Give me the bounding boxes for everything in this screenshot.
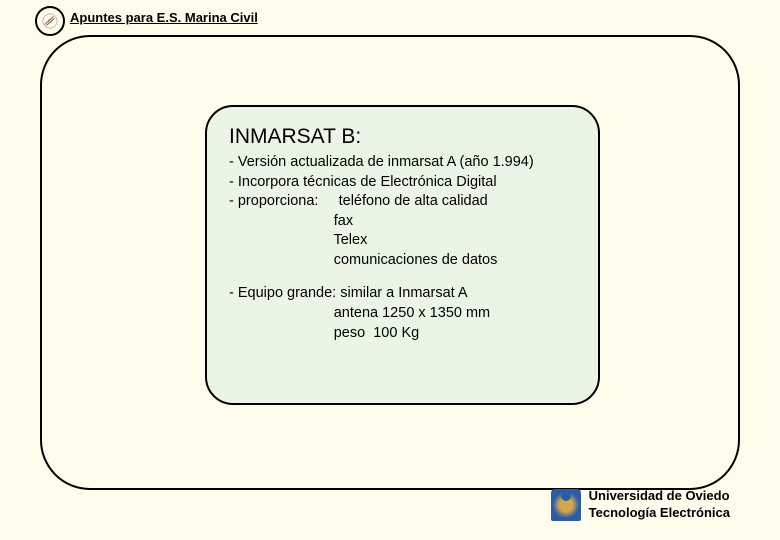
content-line: fax — [229, 212, 576, 232]
footer: Universidad de Oviedo Tecnología Electró… — [551, 488, 730, 522]
footer-line-1: Universidad de Oviedo — [589, 488, 730, 505]
university-logo-icon — [551, 489, 581, 521]
content-line: comunicaciones de datos — [229, 251, 576, 271]
content-line: Telex — [229, 231, 576, 251]
content-line: antena 1250 x 1350 mm — [229, 304, 576, 324]
content-line: - Versión actualizada de inmarsat A (año… — [229, 153, 576, 173]
footer-text: Universidad de Oviedo Tecnología Electró… — [589, 488, 730, 522]
content-spacer — [229, 270, 576, 284]
header-logo-icon — [35, 6, 65, 36]
page-header-title: Apuntes para E.S. Marina Civil — [70, 10, 258, 25]
content-panel: INMARSAT B: - Versión actualizada de inm… — [205, 105, 600, 405]
content-line: - proporciona: teléfono de alta calidad — [229, 192, 576, 212]
footer-line-2: Tecnología Electrónica — [589, 505, 730, 522]
content-body: - Versión actualizada de inmarsat A (año… — [229, 153, 576, 343]
content-line: - Incorpora técnicas de Electrónica Digi… — [229, 173, 576, 193]
content-line: peso 100 Kg — [229, 324, 576, 344]
content-line: - Equipo grande: similar a Inmarsat A — [229, 284, 576, 304]
content-title: INMARSAT B: — [229, 125, 576, 149]
